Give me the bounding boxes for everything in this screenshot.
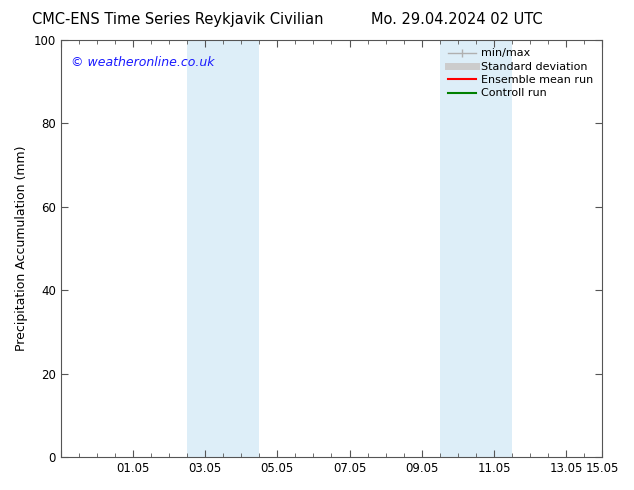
Bar xyxy=(440,40,512,457)
Text: Mo. 29.04.2024 02 UTC: Mo. 29.04.2024 02 UTC xyxy=(371,12,542,27)
Y-axis label: Precipitation Accumulation (mm): Precipitation Accumulation (mm) xyxy=(15,146,28,351)
Text: © weatheronline.co.uk: © weatheronline.co.uk xyxy=(72,56,215,69)
Text: CMC-ENS Time Series Reykjavik Civilian: CMC-ENS Time Series Reykjavik Civilian xyxy=(32,12,323,27)
Bar xyxy=(187,40,259,457)
Legend: min/max, Standard deviation, Ensemble mean run, Controll run: min/max, Standard deviation, Ensemble me… xyxy=(444,45,597,102)
